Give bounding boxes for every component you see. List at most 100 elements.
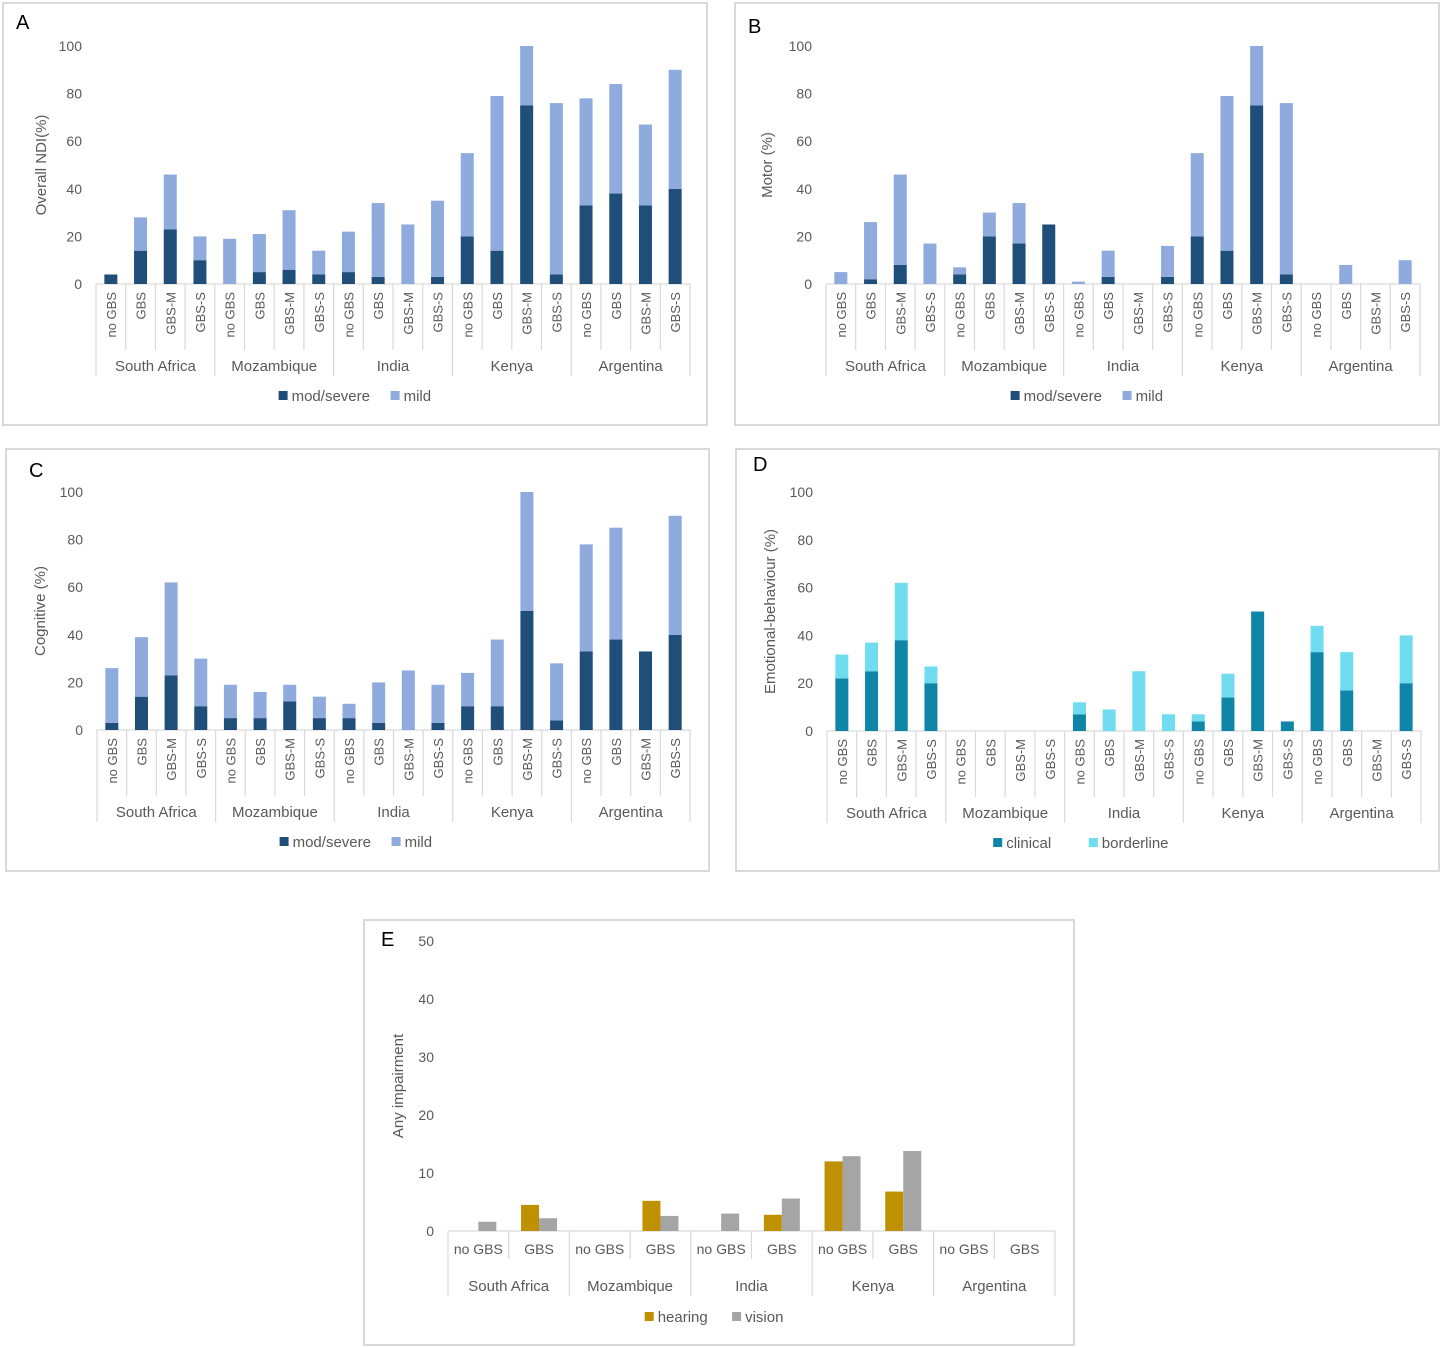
y-tick-label: 0 xyxy=(426,1223,434,1239)
bar-clinical xyxy=(1310,652,1324,731)
x-group-label: Kenya xyxy=(491,358,534,375)
x-category-label: GBS-M xyxy=(638,292,653,335)
y-tick-label: 100 xyxy=(789,38,813,54)
bar-hearing xyxy=(824,1161,843,1231)
bar-hearing xyxy=(521,1204,540,1231)
bar-borderline xyxy=(1340,652,1354,691)
x-group-label: India xyxy=(735,1278,768,1295)
y-tick-label: 20 xyxy=(67,674,83,690)
bar-mild xyxy=(1012,203,1026,244)
bar-mild xyxy=(982,212,996,237)
bar-mild xyxy=(1190,153,1204,237)
x-category-label: GBS-S xyxy=(1043,739,1058,780)
x-category-label: GBS-M xyxy=(1131,292,1146,335)
x-category-label: GBS xyxy=(767,1241,797,1257)
legend-label: clinical xyxy=(1006,835,1051,852)
bar-vision xyxy=(660,1215,679,1231)
x-category-label: GBS xyxy=(252,292,267,320)
legend-label: mod/severe xyxy=(293,834,371,851)
bar-borderline xyxy=(1310,625,1324,653)
x-group-label: South Africa xyxy=(846,805,928,822)
legend-swatch xyxy=(390,391,400,400)
x-category-label: GBS xyxy=(609,292,624,320)
bar-mild xyxy=(490,639,504,707)
bar-mild xyxy=(953,267,967,275)
bar-clinical xyxy=(1399,683,1413,731)
x-category-label: GBS-S xyxy=(312,738,327,779)
bar-mod-severe xyxy=(520,105,534,284)
chart-b: 0 20 40 60 80 100 Motor (%) no GBS GBS GBS-M GBS-S… xyxy=(759,38,1421,405)
y-axis-title: Any impairment xyxy=(390,1033,407,1138)
bar-mild xyxy=(668,69,682,189)
x-category-label: GBS xyxy=(1010,1241,1040,1257)
x-category-label: GBS-M xyxy=(163,292,178,335)
bar-borderline xyxy=(1191,714,1205,722)
bar-mild xyxy=(1101,250,1115,277)
x-category-label: no GBS xyxy=(1309,292,1324,338)
bar-mild xyxy=(1398,260,1412,284)
panel-label-b: B xyxy=(748,16,762,38)
x-category-label: no GBS xyxy=(953,292,968,338)
x-category-label: GBS-S xyxy=(194,738,209,779)
x-category-label: no GBS xyxy=(454,1241,503,1257)
bar-clinical xyxy=(1340,690,1354,731)
x-group-label: India xyxy=(377,358,410,375)
x-category-label: GBS-M xyxy=(1012,292,1027,335)
x-category-label: no GBS xyxy=(697,1241,746,1257)
bar-mild xyxy=(401,670,415,730)
bar-mild xyxy=(520,492,534,611)
x-category-label: GBS-M xyxy=(1132,739,1147,782)
bar-mod-severe xyxy=(460,236,474,284)
bar-vision xyxy=(478,1221,497,1231)
bar-mod-severe xyxy=(982,236,996,284)
x-category-label: GBS xyxy=(1339,292,1354,320)
x-category-label: GBS-S xyxy=(549,292,564,333)
x-group-label: Argentina xyxy=(1329,805,1394,822)
panel-label-c: C xyxy=(29,460,44,482)
bar-mod-severe xyxy=(1161,276,1175,284)
x-category-label: GBS-S xyxy=(193,292,208,333)
y-tick-label: 80 xyxy=(66,86,82,102)
x-category-label: GBS xyxy=(609,738,624,766)
legend-swatch xyxy=(644,1312,654,1321)
y-tick-label: 100 xyxy=(790,484,814,500)
bar-mod-severe xyxy=(639,651,653,730)
y-tick-label: 100 xyxy=(59,38,83,54)
x-category-label: GBS-M xyxy=(283,738,298,781)
x-category-label: GBS xyxy=(490,738,505,766)
y-axis-title: Motor (%) xyxy=(759,132,776,198)
x-category-label: GBS xyxy=(372,738,387,766)
x-group-label: Mozambique xyxy=(232,804,318,821)
x-group-label: South Africa xyxy=(115,358,197,375)
bar-vision xyxy=(842,1156,861,1231)
legend-swatch xyxy=(1088,838,1098,847)
x-category-label: GBS xyxy=(646,1241,676,1257)
bar-mod-severe xyxy=(223,718,237,730)
x-category-label: GBS xyxy=(1101,292,1116,320)
legend-label: hearing xyxy=(658,1309,708,1326)
x-category-label: no GBS xyxy=(939,1241,988,1257)
bar-clinical xyxy=(894,640,908,731)
y-tick-label: 0 xyxy=(805,723,813,739)
bar-mild xyxy=(520,46,534,106)
panel-label-e: E xyxy=(381,929,395,951)
y-axis-title: Cognitive (%) xyxy=(32,566,49,656)
bar-mild xyxy=(401,224,415,284)
chart-a: 0 20 40 60 80 100 Overall NDI(%) no GBS GBS GBS-M… xyxy=(33,38,691,405)
legend-label: mild xyxy=(404,388,432,405)
x-group-label: Mozambique xyxy=(962,805,1048,822)
y-tick-label: 80 xyxy=(796,86,812,102)
y-tick-label: 20 xyxy=(66,228,82,244)
bar-mod-severe xyxy=(1250,105,1264,284)
bar-mod-severe xyxy=(341,272,355,284)
bar-mild xyxy=(282,210,296,270)
x-category-label: GBS xyxy=(371,292,386,320)
chart-panel-d: D 0 20 40 60 80 100 Emotional-behaviour (%) no … xyxy=(735,448,1440,872)
bar-mod-severe xyxy=(164,675,178,730)
bar-mild xyxy=(1339,264,1353,284)
x-category-label: GBS xyxy=(1221,739,1236,767)
bar-mild xyxy=(164,582,178,676)
chart-panel-a: A 0 20 40 60 80 100 Overall NDI(%) no GBS GBS GBS… xyxy=(2,2,708,426)
legend-swatch xyxy=(1122,391,1132,400)
y-tick-label: 50 xyxy=(418,933,434,949)
